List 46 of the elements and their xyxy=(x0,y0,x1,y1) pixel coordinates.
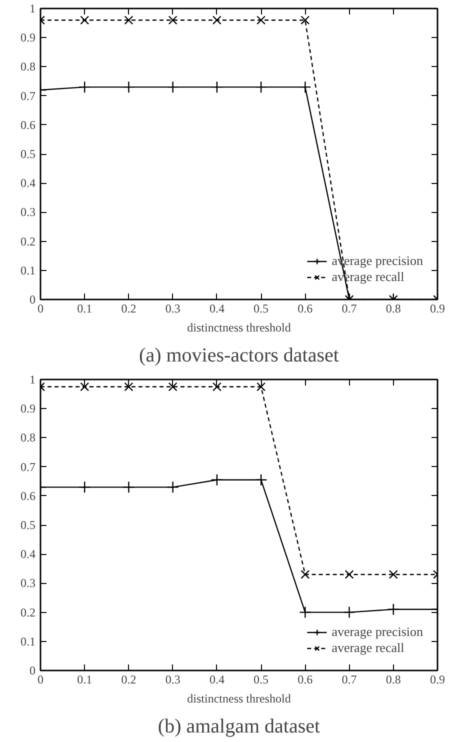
y-tick-label: 0.1 xyxy=(20,634,36,648)
y-tick-label: 0 xyxy=(30,292,36,306)
y-tick-label: 1 xyxy=(30,372,36,386)
x-tick-label: 0.7 xyxy=(342,672,357,686)
y-tick-label: 0.7 xyxy=(20,88,36,103)
x-axis-title: distinctness threshold xyxy=(187,692,291,706)
legend-label: average precision xyxy=(332,624,423,640)
x-tick-label: 0.5 xyxy=(254,672,269,686)
x-tick-label: 0.6 xyxy=(298,672,313,686)
x-tick-label: 0.1 xyxy=(77,302,92,316)
y-tick-label: 0.7 xyxy=(20,460,36,474)
y-tick-label: 0.4 xyxy=(20,176,36,190)
text: (b) amalgam dataset xyxy=(158,716,321,738)
y-tick-label: 0.1 xyxy=(20,263,36,278)
x-tick-label: 0.2 xyxy=(121,672,136,686)
y-tick-label: 0.6 xyxy=(20,488,36,503)
x-tick-label: 0.8 xyxy=(386,302,401,316)
x-tick-label: 0.7 xyxy=(342,302,357,316)
y-tick-label: 0.8 xyxy=(20,430,36,445)
y-tick-label: 0.3 xyxy=(20,576,36,590)
y-tick-label: 0 xyxy=(30,664,36,678)
x-tick-label: 0.8 xyxy=(386,672,401,686)
y-tick-label: 0.5 xyxy=(20,147,36,161)
x-tick-label: 0.4 xyxy=(209,302,224,316)
x-tick-label: 0.6 xyxy=(298,302,313,316)
y-tick-label: 0.4 xyxy=(20,547,36,562)
x-tick-label: 0.4 xyxy=(209,672,224,686)
legend-label: average recall xyxy=(332,640,404,656)
y-tick-label: 0.3 xyxy=(20,205,36,220)
y-tick-label: 0.9 xyxy=(20,30,36,45)
x-tick-label: 0.3 xyxy=(165,672,180,686)
y-tick-label: 1 xyxy=(30,2,36,16)
y-tick-label: 0.2 xyxy=(20,605,36,620)
y-tick-label: 0.5 xyxy=(20,518,36,532)
x-tick-label: 0.9 xyxy=(430,302,445,316)
x-tick-label: 0.9 xyxy=(430,672,445,686)
y-tick-label: 0.8 xyxy=(20,60,36,74)
x-tick-label: 0.5 xyxy=(254,302,269,316)
y-tick-label: 0.2 xyxy=(20,234,36,248)
y-tick-label: 0.6 xyxy=(20,118,36,132)
x-tick-label: 0.3 xyxy=(165,302,180,316)
y-tick-label: 0.9 xyxy=(20,402,36,416)
x-axis-title: distinctness threshold xyxy=(187,320,291,334)
text: (a) movies-actors dataset xyxy=(139,344,340,366)
x-tick-label: 0.1 xyxy=(77,672,92,686)
x-tick-label: 0.2 xyxy=(121,302,136,316)
